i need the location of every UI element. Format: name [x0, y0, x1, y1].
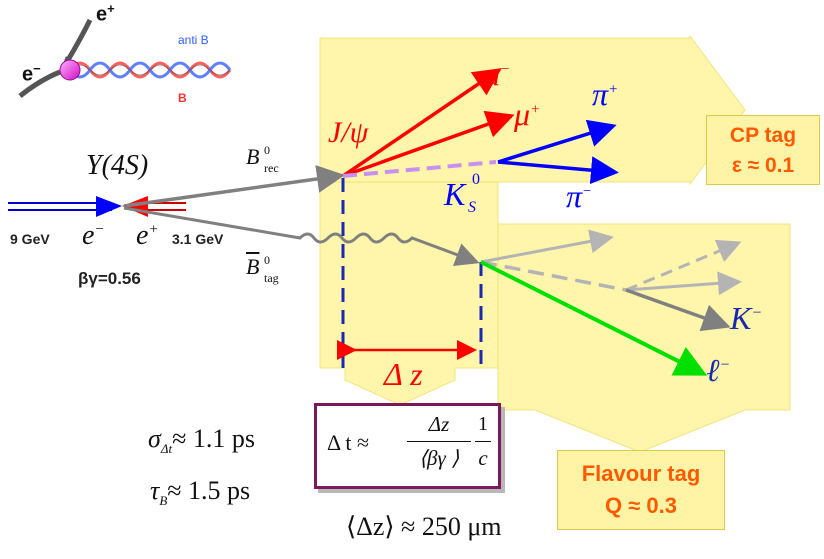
mu-plus-track	[342, 110, 515, 178]
flavour-tag-value: Q ≈ 0.3	[605, 493, 677, 518]
tau-b-formula: τB≈ 1.5 ps	[150, 476, 251, 509]
mu-minus-label: μ−	[484, 56, 511, 92]
tag-grey-track-1	[480, 229, 614, 264]
cp-tag-box: CP tag ε ≈ 0.1	[706, 115, 820, 185]
collision-point	[59, 59, 81, 81]
flavour-tag-title: Flavour tag	[581, 461, 701, 486]
delta-t-numerator-2: 1	[478, 413, 488, 435]
positron-top-label: e+	[96, 1, 115, 26]
delta-t-lhs: Δ t ≈	[327, 430, 370, 455]
delta-t-fraction-bar	[407, 441, 471, 442]
tag-grey-track-3	[625, 271, 742, 296]
delta-t-fraction-bar-2	[475, 441, 491, 442]
k-minus-label: K−	[730, 300, 763, 336]
cp-tag-value: ε ≈ 0.1	[731, 154, 795, 177]
flavour-region-arrow	[497, 223, 791, 453]
tag-grey-track-2	[625, 239, 742, 292]
lepton-label: ℓ−	[706, 352, 731, 388]
positron-beam-top	[65, 18, 93, 62]
mu-plus-label: μ+	[514, 96, 541, 132]
electron-beam-top	[18, 69, 61, 98]
electron-energy-label: 9 GeV	[10, 231, 50, 247]
positron-label: e+	[136, 220, 159, 251]
delta-t-formula-box: Δ t ≈ Δz ⟨βγ ⟩ 1 c	[314, 403, 501, 489]
mu-minus-track	[342, 68, 502, 178]
cp-tag-title: CP tag	[729, 124, 797, 147]
electron-label: e−	[82, 220, 105, 251]
pi-minus-track	[497, 156, 619, 185]
b-tag-label: B 0 tag	[246, 253, 279, 285]
anti-b-label: anti B	[178, 33, 209, 47]
pi-plus-label: π+	[592, 76, 619, 112]
b-rec-track	[123, 165, 345, 208]
delta-t-denominator: ⟨βγ ⟩	[418, 446, 460, 470]
oscillation-helix	[68, 61, 232, 79]
ks-track	[342, 160, 497, 178]
jpsi-label: J/ψ	[328, 116, 369, 149]
tag-dashed-track	[480, 260, 627, 292]
delta-t-denominator-2: c	[478, 446, 488, 470]
b-rec-label: B 0 rec	[246, 143, 279, 175]
b-tag-track	[123, 206, 480, 266]
mean-delta-z-formula: ⟨Δz⟩ ≈ 250 μm	[346, 512, 502, 541]
pi-minus-label: π−	[566, 178, 593, 214]
upsilon-label: Y(4S)	[86, 150, 149, 181]
boost-label: βγ=0.56	[78, 269, 141, 288]
k-minus-track	[625, 288, 731, 332]
sigma-dt-formula: σΔt≈ 1.1 ps	[148, 424, 255, 457]
lepton-track	[480, 260, 708, 376]
b-label: B	[178, 91, 187, 105]
positron-energy-label: 3.1 GeV	[172, 231, 224, 247]
flavour-tag-box: Flavour tag Q ≈ 0.3	[557, 450, 725, 530]
delta-z-label: Δ z	[384, 356, 423, 392]
delta-t-numerator: Δz	[428, 412, 450, 436]
electron-left-label: e−	[22, 61, 41, 86]
pi-plus-track	[497, 119, 617, 164]
